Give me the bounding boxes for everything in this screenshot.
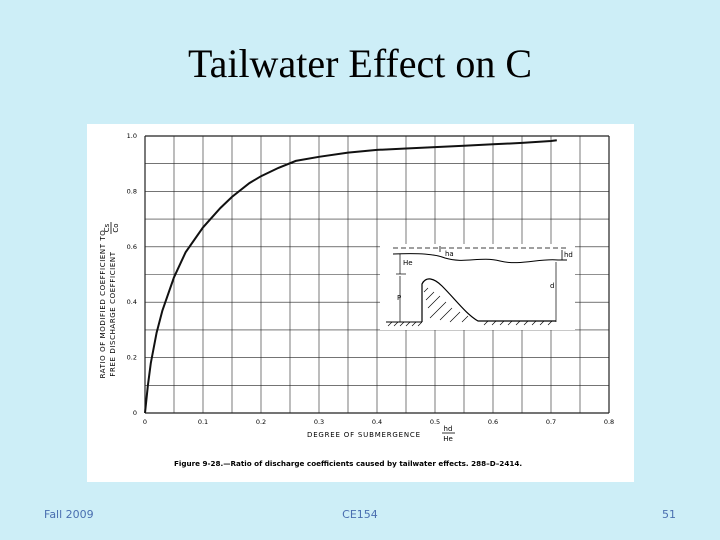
y-axis-fraction-den: Co — [112, 223, 120, 232]
y-tick-label: 0 — [133, 409, 137, 417]
y-tick-label: 0.6 — [127, 243, 137, 251]
x-axis-fraction-num: hd — [444, 425, 453, 433]
y-tick-label: 0.4 — [127, 298, 137, 306]
inset-diagram: ha hd He P d — [380, 244, 575, 330]
x-tick-label: 0.7 — [546, 418, 556, 426]
figure-image: 0 0.1 0.2 0.3 0.4 0.5 0.6 0.7 0.8 0 0.2 0.4 0.6 0.8 1.… — [87, 124, 634, 482]
slide-title: Tailwater Effect on C — [187, 41, 533, 86]
y-tick-label: 0.2 — [127, 354, 137, 362]
x-tick-label: 0.8 — [604, 418, 614, 426]
x-tick-label: 0.6 — [488, 418, 498, 426]
tick-labels: 0 0.1 0.2 0.3 0.4 0.5 0.6 0.7 0.8 0 0.2 0.4 0.6 0.8 1.… — [127, 132, 615, 426]
series-line — [144, 139, 557, 414]
footer-date: Fall 2009 — [44, 508, 94, 521]
x-axis-label: DEGREE OF SUBMERGENCE — [307, 431, 421, 439]
y-axis-label-line2: FREE DISCHARGE COEFFICIENT — [109, 251, 117, 376]
x-tick-label: 0.5 — [430, 418, 440, 426]
inset-label-ha: ha — [445, 250, 454, 258]
inset-label-P: P — [397, 294, 401, 302]
x-axis-fraction-den: He — [443, 435, 453, 443]
inset-label-He: He — [403, 259, 413, 267]
y-tick-label: 0.8 — [127, 187, 137, 195]
y-axis-fraction-num: Cs — [103, 223, 111, 232]
y-axis-label: RATIO OF MODIFIED COEFFICIENT TO FREE DI… — [99, 222, 120, 378]
x-tick-label: 0.3 — [314, 418, 324, 426]
x-tick-label: 0.1 — [198, 418, 208, 426]
inset-label-d: d — [550, 282, 554, 290]
y-axis-label-line1: RATIO OF MODIFIED COEFFICIENT TO — [99, 230, 107, 379]
footer-page-number: 51 — [662, 508, 676, 521]
plot-frame — [144, 135, 610, 414]
x-tick-label: 0.2 — [256, 418, 266, 426]
inset-label-hd: hd — [564, 251, 573, 259]
x-tick-label: 0.4 — [372, 418, 382, 426]
footer-course: CE154 — [342, 508, 378, 521]
figure-caption: Figure 9-28.—Ratio of discharge coeffici… — [174, 459, 522, 468]
x-tick-label: 0 — [143, 418, 147, 426]
discharge-ratio-chart: 0 0.1 0.2 0.3 0.4 0.5 0.6 0.7 0.8 0 0.2 0.4 0.6 0.8 1.… — [99, 132, 615, 468]
y-tick-label: 1.0 — [127, 132, 137, 140]
